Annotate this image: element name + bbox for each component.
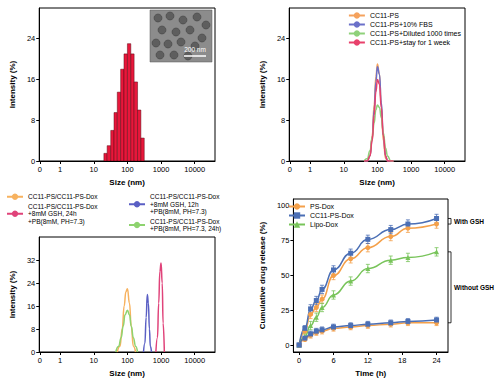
svg-text:Size (nm): Size (nm) [359, 178, 395, 187]
svg-text:12: 12 [364, 356, 372, 365]
svg-text:1: 1 [308, 165, 312, 174]
svg-text:CC11-PS/CC11-PS-Dox: CC11-PS/CC11-PS-Dox [28, 203, 98, 210]
svg-text:0: 0 [281, 157, 285, 166]
svg-text:With GSH: With GSH [454, 218, 484, 225]
svg-text:16: 16 [27, 302, 35, 311]
svg-text:16: 16 [27, 75, 35, 84]
svg-text:CC11-PS/CC11-PS-Dox: CC11-PS/CC11-PS-Dox [150, 193, 220, 200]
svg-text:1000: 1000 [153, 165, 170, 174]
svg-text:CC11-PS+stay for 1 week: CC11-PS+stay for 1 week [370, 39, 451, 47]
svg-text:10: 10 [90, 165, 98, 174]
svg-text:200 nm: 200 nm [184, 46, 206, 53]
svg-text:+8mM GSH, 12h: +8mM GSH, 12h [150, 201, 199, 208]
svg-text:8: 8 [31, 325, 35, 334]
svg-text:Intensity (%): Intensity (%) [8, 270, 17, 318]
svg-text:8: 8 [31, 116, 35, 125]
svg-text:0: 0 [31, 157, 35, 166]
svg-text:75: 75 [281, 236, 289, 245]
svg-text:+PB(8mM, PH=7.3): +PB(8mM, PH=7.3) [150, 208, 207, 216]
svg-text:+PB(8mM, PH=7.3): +PB(8mM, PH=7.3) [28, 218, 85, 226]
svg-text:CC11-PS/CC11-PS-Dox: CC11-PS/CC11-PS-Dox [150, 218, 220, 225]
svg-text:24: 24 [432, 356, 440, 365]
svg-text:10000: 10000 [184, 165, 205, 174]
svg-text:Intensity (%): Intensity (%) [258, 60, 267, 108]
svg-text:100: 100 [121, 165, 134, 174]
svg-text:16: 16 [277, 75, 285, 84]
svg-text:CC11-PS/CC11-PS-Dox: CC11-PS/CC11-PS-Dox [28, 193, 98, 200]
svg-text:0: 0 [38, 165, 42, 174]
svg-text:Cumulative drug release (%): Cumulative drug release (%) [258, 221, 267, 329]
svg-text:24: 24 [277, 34, 285, 43]
svg-text:10: 10 [90, 356, 98, 365]
svg-text:Size (nm): Size (nm) [109, 178, 145, 187]
svg-text:CC11-PS-Dox: CC11-PS-Dox [310, 212, 354, 219]
svg-text:Size (nm): Size (nm) [109, 369, 145, 378]
svg-text:6: 6 [331, 356, 335, 365]
svg-text:10000: 10000 [184, 356, 205, 365]
svg-text:+8mM GSH, 24h: +8mM GSH, 24h [28, 210, 77, 217]
svg-text:Lipo-Dox: Lipo-Dox [310, 221, 339, 229]
svg-text:1000: 1000 [153, 356, 170, 365]
svg-text:1000: 1000 [403, 165, 420, 174]
svg-text:50: 50 [281, 271, 289, 280]
svg-text:8: 8 [281, 116, 285, 125]
svg-text:Intensity (%): Intensity (%) [8, 60, 17, 108]
svg-text:Time (h): Time (h) [355, 369, 386, 378]
svg-text:24: 24 [27, 34, 35, 43]
svg-text:CC11-PS+10% FBS: CC11-PS+10% FBS [370, 21, 433, 28]
svg-text:PS-Dox: PS-Dox [310, 203, 335, 210]
svg-text:CC11-PS: CC11-PS [370, 12, 399, 19]
svg-text:100: 100 [121, 356, 134, 365]
svg-text:25: 25 [281, 306, 289, 315]
svg-text:10000: 10000 [434, 165, 455, 174]
svg-text:100: 100 [277, 201, 290, 210]
svg-text:0: 0 [38, 356, 42, 365]
svg-text:0: 0 [31, 348, 35, 357]
svg-text:Without GSH: Without GSH [454, 284, 494, 291]
svg-text:10: 10 [340, 165, 348, 174]
svg-text:24: 24 [27, 279, 35, 288]
svg-text:CC11-PS+Diluted 1000 times: CC11-PS+Diluted 1000 times [370, 30, 462, 37]
svg-text:1: 1 [58, 356, 62, 365]
svg-text:18: 18 [398, 356, 406, 365]
svg-text:1: 1 [58, 165, 62, 174]
svg-text:100: 100 [371, 165, 384, 174]
svg-text:+PB(8mM, PH=7.3, 24h): +PB(8mM, PH=7.3, 24h) [150, 225, 221, 233]
svg-text:0: 0 [285, 341, 289, 350]
svg-text:32: 32 [27, 256, 35, 265]
svg-text:0: 0 [288, 165, 292, 174]
svg-text:0: 0 [297, 356, 301, 365]
